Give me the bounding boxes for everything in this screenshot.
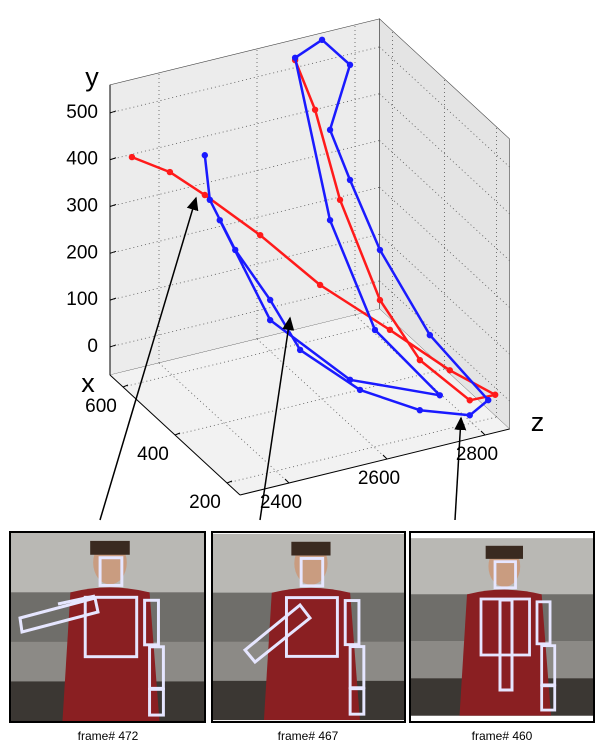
- point: [326, 126, 334, 134]
- point: [166, 168, 174, 176]
- point: [216, 216, 223, 224]
- tick-mark: [109, 297, 117, 301]
- x-tick-label: 400: [137, 444, 169, 465]
- y-tick-label: 100: [66, 289, 98, 310]
- point: [316, 281, 324, 289]
- y-axis-label: y: [85, 62, 99, 92]
- point: [371, 326, 379, 334]
- x-axis-label: x: [81, 368, 95, 398]
- point: [296, 346, 304, 354]
- tick-mark: [109, 157, 117, 161]
- point: [485, 396, 492, 404]
- point: [128, 153, 136, 161]
- point: [466, 412, 473, 419]
- x-axis: [109, 374, 241, 496]
- floor: [110, 309, 510, 495]
- point: [416, 356, 424, 364]
- point: [311, 106, 319, 113]
- tick-mark: [226, 480, 233, 484]
- arrow: [99, 196, 199, 521]
- point: [376, 246, 384, 254]
- frame-caption: frame# 467: [278, 729, 339, 743]
- y-tick-label: 0: [87, 336, 98, 357]
- grid-line: [158, 362, 290, 484]
- frame-caption: frame# 472: [78, 729, 139, 743]
- z-tick-label: 2600: [358, 468, 400, 489]
- y-tick-label: 400: [66, 149, 98, 170]
- point: [201, 152, 209, 159]
- grid-line: [379, 46, 510, 168]
- plot-area: 0 100 200 300 400 500 2400 2600 2800 200 400 600 y x z: [66, 18, 545, 513]
- point: [232, 246, 239, 254]
- point: [266, 316, 274, 324]
- point: [386, 326, 394, 334]
- point: [426, 331, 434, 339]
- tick-mark: [122, 384, 129, 388]
- point: [346, 176, 354, 184]
- tick-mark: [382, 454, 388, 460]
- point: [346, 376, 354, 384]
- tick-mark: [109, 204, 117, 207]
- grid-line: [256, 338, 388, 460]
- point: [206, 196, 213, 203]
- point: [466, 397, 473, 404]
- point: [356, 386, 364, 394]
- frame-caption: frame# 460: [472, 729, 533, 743]
- point: [376, 296, 384, 304]
- point: [346, 61, 354, 69]
- point: [326, 216, 334, 224]
- point: [266, 296, 274, 304]
- z-axis: [239, 428, 510, 496]
- z-tick-label: 2800: [456, 444, 498, 465]
- y-tick-label: 200: [66, 242, 98, 263]
- tick-mark: [109, 110, 117, 114]
- point: [291, 54, 299, 61]
- point: [492, 391, 499, 398]
- point: [256, 231, 264, 239]
- frame-panel: frame# 472: [9, 531, 206, 743]
- frame-panel: frame# 460: [409, 531, 595, 743]
- grid-line: [379, 93, 510, 215]
- x-tick-label: 200: [189, 492, 221, 513]
- z-axis-label: z: [531, 407, 545, 437]
- arrow: [259, 316, 295, 521]
- tick-mark: [174, 432, 181, 436]
- tick-mark: [109, 250, 117, 254]
- z-tick-label: 2400: [260, 492, 302, 513]
- point: [201, 191, 209, 199]
- point: [446, 367, 454, 374]
- point: [318, 36, 326, 44]
- x-tick-label: 600: [85, 396, 117, 417]
- grid-line: [379, 187, 510, 308]
- y-tick-label: 500: [66, 102, 98, 123]
- tick-mark: [480, 430, 486, 436]
- frame-panel: frame# 467: [211, 531, 406, 743]
- tick-mark: [109, 344, 117, 348]
- point: [416, 407, 424, 414]
- tick-mark: [284, 478, 290, 484]
- y-tick-label: 300: [66, 196, 98, 217]
- point: [436, 392, 444, 399]
- point: [336, 196, 344, 204]
- grid-line: [379, 233, 510, 355]
- arrow: [454, 416, 467, 521]
